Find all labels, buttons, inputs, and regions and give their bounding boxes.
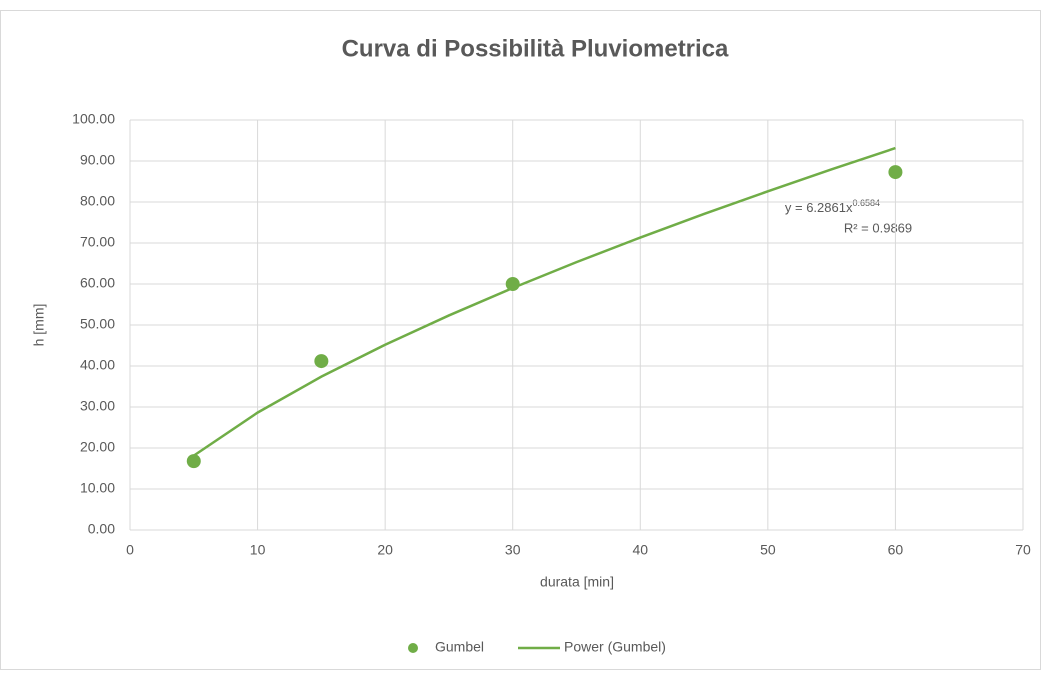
trendline-equation: y = 6.2861x0.6584 xyxy=(785,198,880,215)
exponent: 0.6584 xyxy=(852,198,880,208)
y-axis-label: h [mm] xyxy=(31,304,47,347)
x-axis-label: durata [min] xyxy=(540,574,614,590)
x-tick-label: 0 xyxy=(126,542,134,558)
chart-border xyxy=(0,10,1041,670)
y-tick-label: 90.00 xyxy=(80,152,115,168)
y-tick-label: 0.00 xyxy=(88,521,115,537)
point xyxy=(314,354,329,369)
y-tick-label: 10.00 xyxy=(80,480,115,496)
legend-marker xyxy=(408,643,418,653)
point xyxy=(186,454,201,469)
trendline xyxy=(193,146,896,457)
y-tick-label: 100.00 xyxy=(72,111,115,127)
y-tick-label: 70.00 xyxy=(80,234,115,250)
y-tick-label: 40.00 xyxy=(80,357,115,373)
x-tick-label: 10 xyxy=(250,542,266,558)
point xyxy=(505,277,520,291)
y-tick-label: 20.00 xyxy=(80,439,115,455)
point xyxy=(888,165,903,180)
y-tick-label: 30.00 xyxy=(80,398,115,414)
y-tick-label: 50.00 xyxy=(80,316,115,332)
x-tick-label: 30 xyxy=(505,542,521,558)
x-tick-label: 40 xyxy=(632,542,648,558)
equation: y = 6.2861x xyxy=(785,200,853,215)
x-tick-label: 50 xyxy=(760,542,776,558)
y-tick-label: 80.00 xyxy=(80,193,115,209)
y-tick-label: 60.00 xyxy=(80,275,115,291)
x-tick-label: 60 xyxy=(888,542,904,558)
chart-title: Curva di Possibilità Pluviometrica xyxy=(342,35,729,62)
legend-label: Power (Gumbel) xyxy=(564,639,666,655)
x-tick-label: 20 xyxy=(377,542,393,558)
r-squared: R² = 0.9869 xyxy=(844,220,912,235)
legend-label: Gumbel xyxy=(435,639,484,655)
x-tick-label: 70 xyxy=(1015,542,1031,558)
